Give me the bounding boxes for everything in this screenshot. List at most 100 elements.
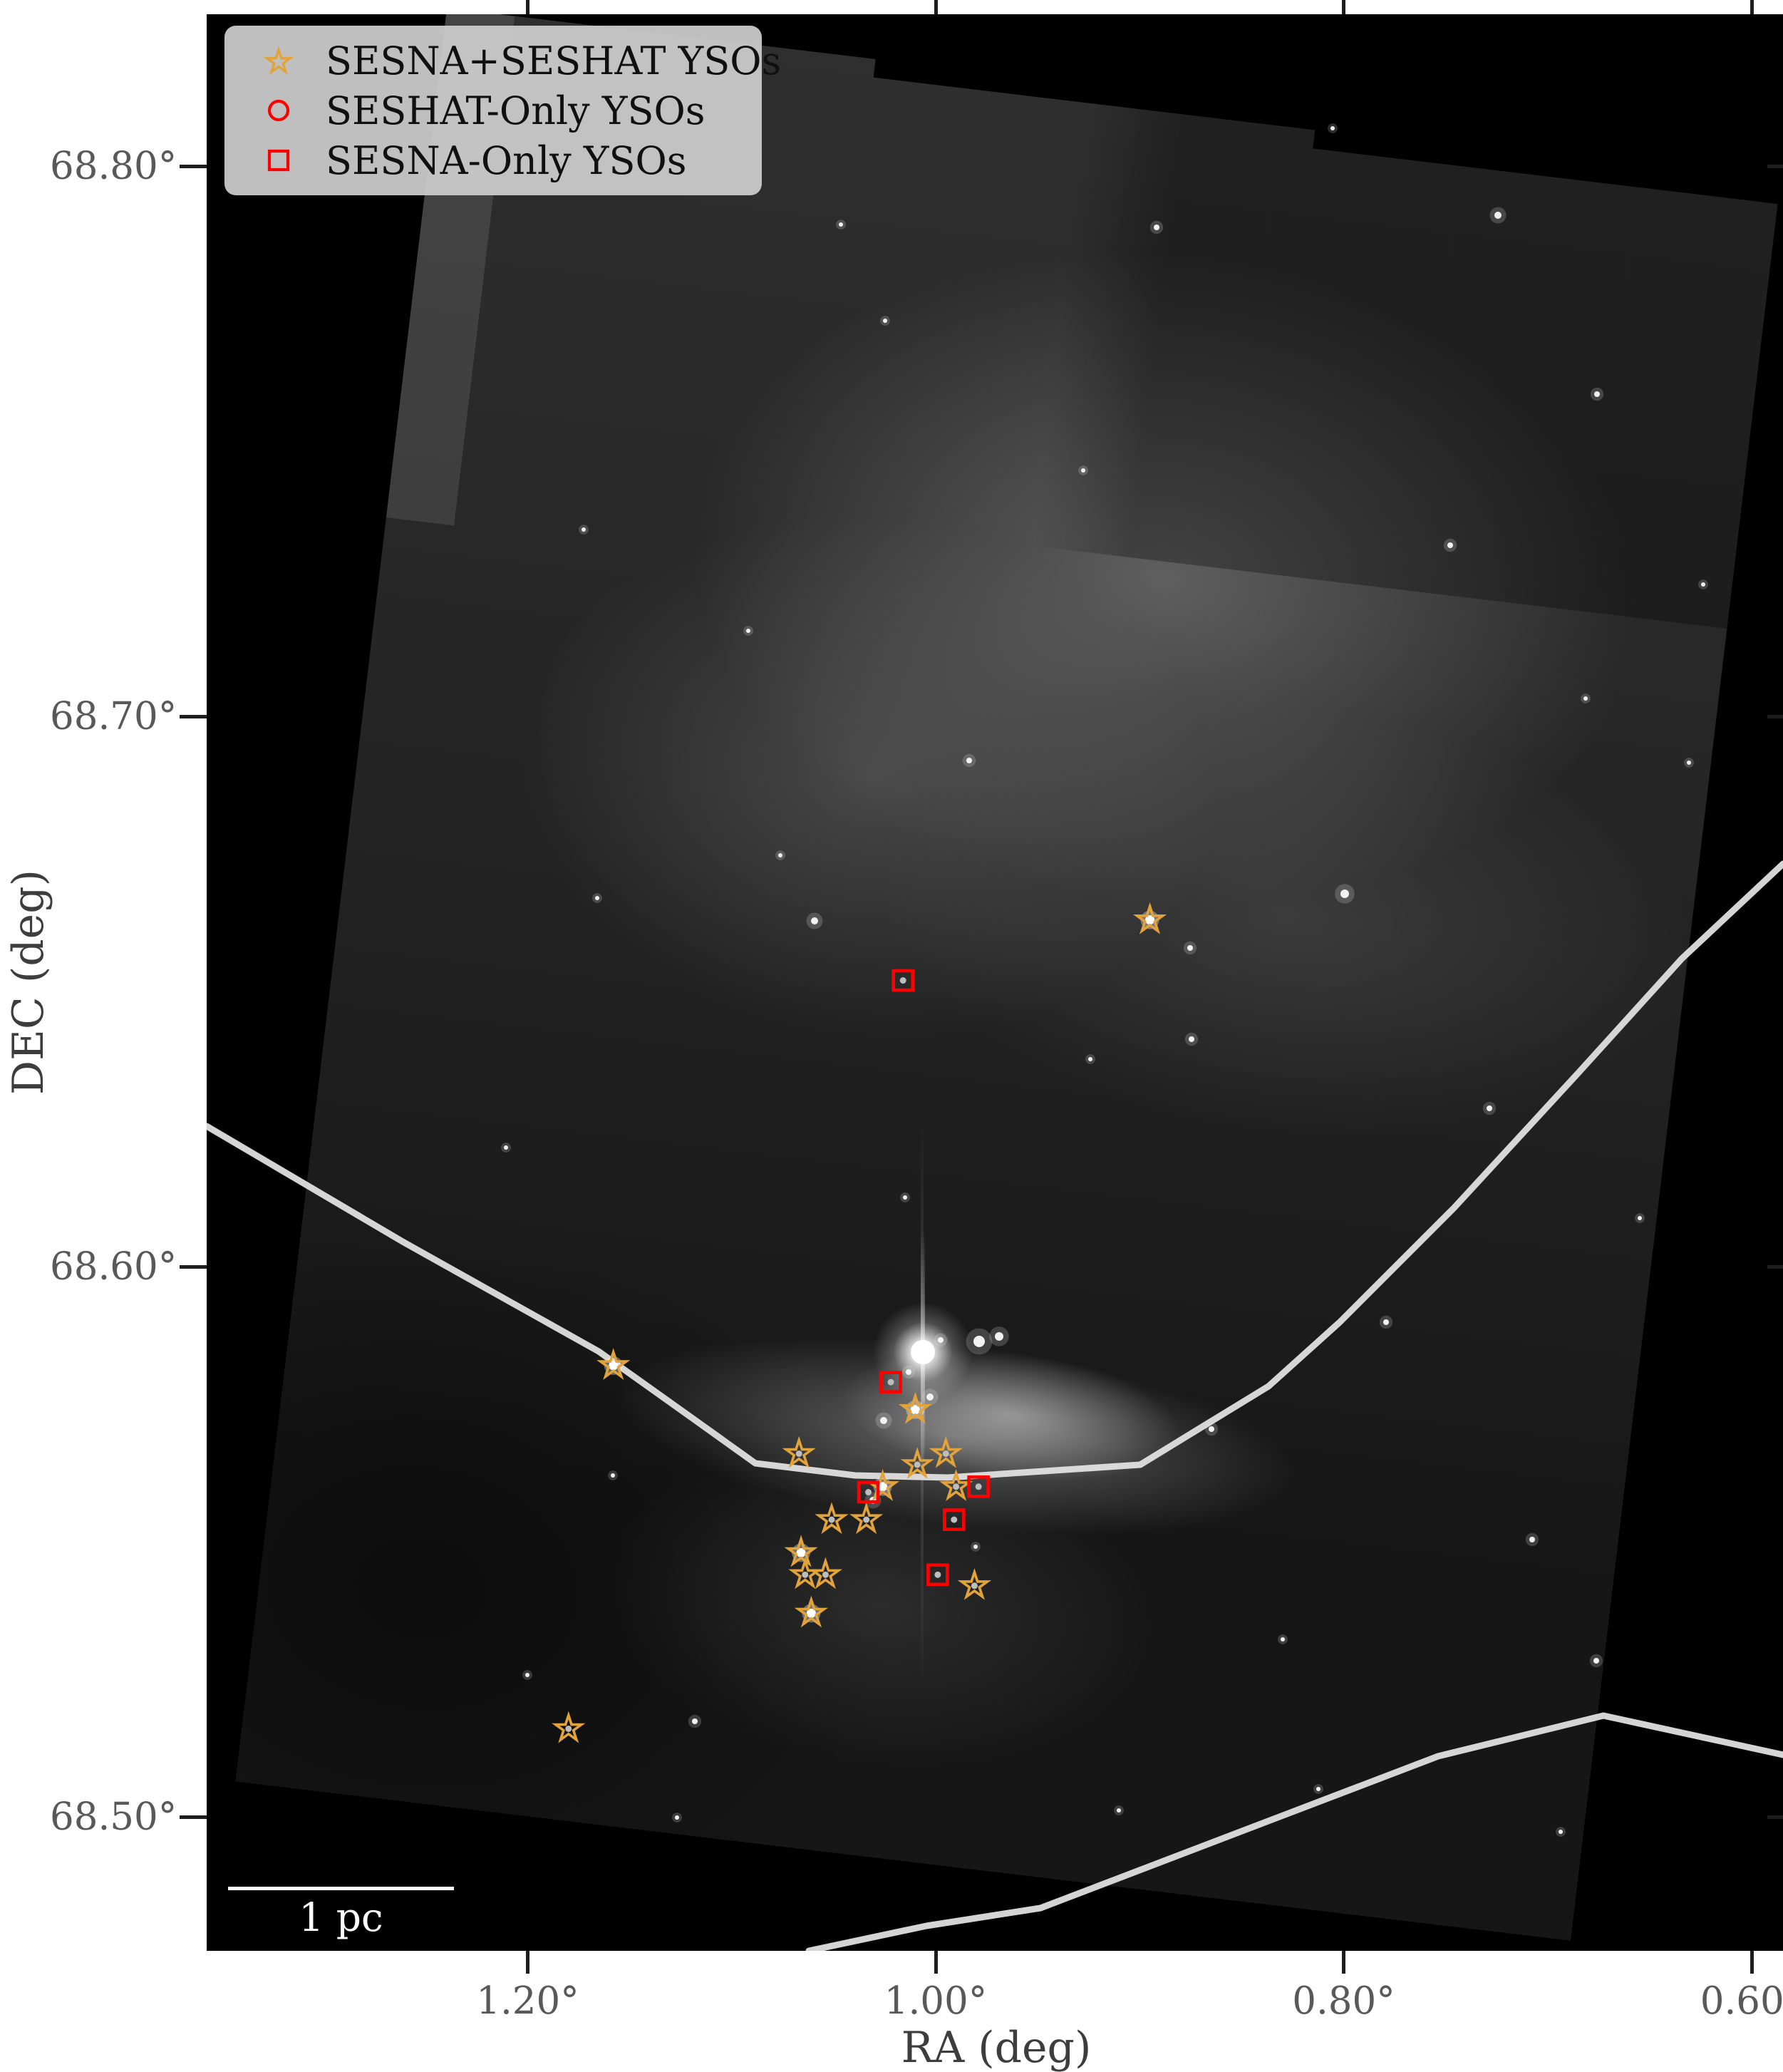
- legend-label: SESNA+SESHAT YSOs: [326, 38, 782, 83]
- yso-source: [975, 1483, 982, 1490]
- x-tick-bottom: [934, 1951, 938, 1974]
- markers-contours-overlay: [207, 123, 1783, 1951]
- field-star: [1340, 890, 1349, 898]
- extinction-contour-lines: [207, 860, 1783, 1951]
- yso-source: [863, 1516, 870, 1523]
- yso-source: [910, 1405, 920, 1415]
- legend-entry: SESHAT-Only YSOs: [262, 88, 755, 133]
- scale-bar-label: 1 pc: [299, 1895, 383, 1940]
- background-star-field: [501, 123, 1708, 1837]
- square-marker: [926, 1563, 949, 1587]
- star-marker: [596, 1348, 631, 1381]
- yso-source: [565, 1725, 572, 1732]
- field-star: [1594, 391, 1600, 397]
- y-tick-right: [1767, 164, 1783, 168]
- yso-source: [865, 1489, 872, 1496]
- field-star: [1687, 761, 1691, 765]
- y-tick-label: 68.80°: [50, 144, 177, 188]
- bright-nebula-core: [873, 1231, 973, 1473]
- field-star: [1593, 1658, 1599, 1664]
- legend-entry: SESNA-Only YSOs: [262, 138, 755, 183]
- legend-label: SESNA-Only YSOs: [326, 138, 687, 183]
- yso-source: [806, 1608, 816, 1618]
- field-star: [1583, 696, 1588, 701]
- x-axis-title: RA (deg): [901, 2023, 1092, 2072]
- y-tick-label: 68.70°: [50, 694, 177, 738]
- field-star: [1209, 1426, 1214, 1432]
- star-marker: [929, 1436, 963, 1468]
- y-tick-left: [180, 1264, 207, 1269]
- yso-source: [887, 1378, 894, 1386]
- field-star: [1638, 1216, 1642, 1220]
- yso-source: [899, 977, 906, 984]
- yso-source: [796, 1547, 806, 1557]
- field-star: [883, 319, 887, 323]
- y-tick-label: 68.60°: [50, 1244, 177, 1289]
- yso-source: [1145, 915, 1155, 925]
- contour-line: [207, 860, 1783, 1481]
- x-tick-label: 0.80°: [1292, 1979, 1395, 2023]
- field-star: [746, 629, 750, 633]
- star-marker: [782, 1436, 816, 1468]
- x-tick-bottom: [526, 1951, 529, 1974]
- yso-source: [802, 1571, 809, 1578]
- contour-line: [805, 1712, 1783, 1951]
- square-marker: [967, 1475, 990, 1498]
- x-tick-label: 1.00°: [884, 1979, 988, 2023]
- y-tick-right: [1767, 714, 1783, 718]
- star-marker: [552, 1711, 586, 1743]
- field-star: [1383, 1319, 1389, 1325]
- field-star: [1117, 1808, 1121, 1813]
- yso-source: [934, 1571, 941, 1578]
- square-marker-icon: [267, 149, 290, 172]
- y-tick-label: 68.50°: [50, 1795, 177, 1839]
- star-marker: [957, 1568, 992, 1600]
- field-star: [525, 1673, 529, 1677]
- star-marker: [794, 1595, 829, 1628]
- yso-markers: [552, 902, 1167, 1743]
- yso-source: [828, 1516, 835, 1523]
- x-tick-top: [1342, 0, 1345, 14]
- yso-source: [951, 1516, 958, 1523]
- field-star: [1330, 126, 1335, 130]
- field-star: [966, 758, 972, 763]
- x-tick-bottom: [1750, 1951, 1754, 1974]
- square-marker: [857, 1480, 880, 1504]
- star-marker: [815, 1502, 849, 1535]
- legend-label: SESHAT-Only YSOs: [326, 88, 706, 133]
- field-star: [1487, 1105, 1492, 1111]
- core-star: [911, 1340, 935, 1364]
- field-star: [1494, 212, 1502, 219]
- x-tick-bottom: [1342, 1951, 1345, 1974]
- x-tick-label: 0.60°: [1700, 1979, 1783, 2023]
- y-tick-left: [180, 164, 207, 168]
- x-tick-label: 1.20°: [476, 1979, 579, 2023]
- scale-bar-line: [228, 1887, 454, 1890]
- field-star: [1529, 1537, 1535, 1542]
- yso-source: [795, 1450, 802, 1457]
- field-star: [811, 917, 818, 924]
- field-star: [675, 1815, 679, 1820]
- field-star: [1187, 945, 1193, 951]
- field-star: [903, 1195, 907, 1200]
- field-star: [973, 1336, 985, 1347]
- yso-source: [971, 1582, 978, 1589]
- y-axis-title: DEC (deg): [4, 869, 53, 1096]
- y-tick-right: [1767, 1815, 1783, 1819]
- yso-source: [942, 1450, 949, 1457]
- field-star: [995, 1332, 1003, 1341]
- field-star: [880, 1417, 887, 1424]
- star-marker-icon: [263, 46, 294, 76]
- yso-source: [953, 1483, 960, 1490]
- yso-source: [878, 1482, 888, 1492]
- field-star: [1559, 1830, 1563, 1834]
- plot-area: 1 pc: [207, 14, 1783, 1951]
- legend: SESNA+SESHAT YSOs SESHAT-Only YSOs SESNA-O…: [224, 26, 781, 195]
- yso-source: [609, 1361, 619, 1371]
- star-marker: [1132, 902, 1167, 934]
- field-star: [1281, 1637, 1285, 1641]
- field-star: [1081, 468, 1085, 473]
- star-marker: [900, 1447, 934, 1480]
- field-star: [1154, 225, 1159, 230]
